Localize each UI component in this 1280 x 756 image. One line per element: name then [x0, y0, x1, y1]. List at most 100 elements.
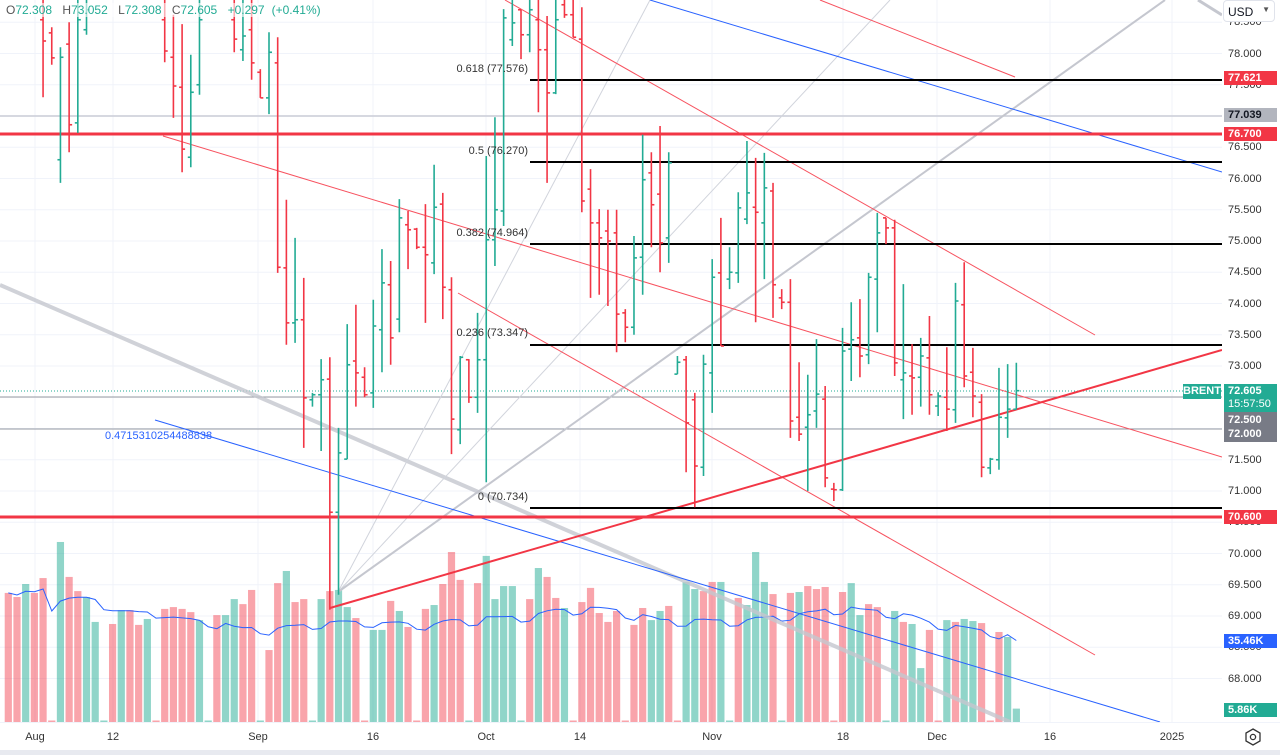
volume-bar	[882, 720, 890, 722]
price-tick-label: 74.500	[1228, 266, 1262, 279]
volume-bar	[725, 720, 734, 722]
gray-fan-line-1[interactable]	[337, 0, 651, 593]
ohlc-bar	[882, 217, 889, 245]
volume-bar	[821, 586, 829, 722]
ohlc-bar	[604, 209, 611, 306]
volume-bar	[473, 583, 482, 722]
price-tick-label: 75.000	[1228, 235, 1262, 247]
tag-volume-ma: 35.46K	[1224, 634, 1277, 648]
volume-bar	[925, 629, 934, 722]
volume-bar	[682, 581, 690, 722]
ohlc-bar	[448, 277, 455, 455]
price-tick-label: 73.000	[1228, 360, 1262, 372]
ohlc-bar	[309, 392, 316, 407]
gray-fan-line-2[interactable]	[337, 0, 891, 593]
ohlc-bar	[257, 69, 264, 99]
ohlc-bar	[709, 259, 716, 413]
ohlc-bar	[561, 0, 568, 18]
volume-bar	[265, 650, 273, 722]
volume-bar	[482, 555, 490, 722]
ohlc-bar	[231, 0, 238, 53]
volume-bar	[91, 621, 99, 722]
ohlc-bar	[969, 347, 976, 418]
red-trend-line-2[interactable]	[162, 135, 1222, 458]
price-tick-label: 74.000	[1228, 297, 1262, 310]
ohlc-bar	[657, 126, 664, 273]
volume-bar	[213, 615, 221, 722]
time-label: Aug	[25, 731, 45, 743]
volume-bar	[752, 552, 760, 722]
price-tick-label: 73.500	[1228, 328, 1262, 341]
ohlc-bar	[413, 227, 420, 250]
ohlc-bar	[535, 0, 542, 113]
ohlc-bar	[613, 209, 620, 353]
ohlc-bar	[770, 182, 777, 318]
price-chart[interactable]	[0, 0, 1222, 722]
volume-bar	[13, 597, 21, 722]
ohlc-bar	[518, 8, 525, 60]
volume-bar	[143, 618, 151, 722]
volume-bar	[204, 720, 212, 722]
volume-bar	[274, 583, 282, 722]
volume-bar	[1012, 708, 1020, 722]
close-label: C	[171, 3, 181, 17]
volume-bar	[439, 584, 447, 722]
ohlc-bar	[639, 134, 646, 295]
volume-bar	[830, 720, 838, 722]
volume-bar	[378, 629, 386, 722]
measure-note: 0.4715310254488838	[105, 430, 213, 442]
ohlc-bar	[283, 199, 290, 345]
gray-fan-line-3[interactable]	[337, 0, 1166, 593]
gray-line-top-right[interactable]	[1197, 0, 1222, 17]
volume-bar	[508, 586, 516, 722]
volume-bar	[456, 579, 464, 722]
volume-bar	[951, 621, 960, 722]
volume-bar	[352, 618, 360, 722]
ohlc-bar	[500, 9, 507, 226]
volume-bar	[665, 605, 673, 722]
ohlc-bar	[596, 209, 603, 295]
volume-bar	[56, 541, 65, 722]
settings-gear-icon[interactable]	[1244, 728, 1262, 746]
red-trend-line-1[interactable]	[504, 0, 1096, 336]
ohlc-bar	[726, 247, 733, 290]
ohlc-bar	[796, 362, 803, 441]
blue-trend-line-lower[interactable]	[154, 419, 1161, 722]
volume-bar	[995, 631, 1003, 722]
ohlc-bar	[752, 157, 759, 323]
gray-trend-thick[interactable]	[0, 283, 1011, 722]
volume-bar	[248, 589, 256, 722]
currency-dropdown[interactable]: USD ▼	[1223, 0, 1275, 22]
ohlc-bar	[830, 482, 837, 501]
red-uptrend-line[interactable]	[329, 349, 1222, 609]
time-label: 16	[1043, 731, 1057, 743]
volume-ma-line	[8, 588, 1017, 641]
ohlc-bar	[891, 219, 898, 376]
price-axis[interactable]: 78.50078.00077.50077.00076.50076.00075.5…	[1222, 0, 1280, 722]
volume-bar	[865, 604, 873, 722]
ohlc-bar	[874, 212, 881, 333]
ohlc-bar	[292, 237, 299, 343]
blue-trend-line-upper[interactable]	[649, 0, 1222, 173]
volume-bar	[613, 610, 621, 722]
ohlc-bar	[509, 0, 516, 46]
volume-bar	[804, 586, 812, 722]
low-value: 72.308	[124, 3, 162, 17]
red-trend-line-3[interactable]	[457, 292, 1096, 656]
volume-bar	[786, 592, 794, 722]
ohlc-bar	[318, 359, 325, 451]
volume-bar	[256, 720, 264, 722]
low-label: L	[118, 3, 125, 17]
volume-bar	[48, 720, 56, 722]
ohlc-bar	[300, 277, 307, 448]
red-trend-line-top[interactable]	[819, 0, 1016, 78]
volume-bar	[856, 615, 864, 722]
volume-bar	[221, 615, 230, 722]
volume-bar	[708, 581, 716, 722]
ohlc-bar	[700, 354, 707, 476]
ohlc-bar	[422, 204, 429, 323]
time-label: 12	[106, 731, 120, 743]
price-tick-label: 69.500	[1228, 578, 1262, 591]
time-label: Sep	[248, 731, 268, 743]
volume-bar	[943, 620, 951, 722]
